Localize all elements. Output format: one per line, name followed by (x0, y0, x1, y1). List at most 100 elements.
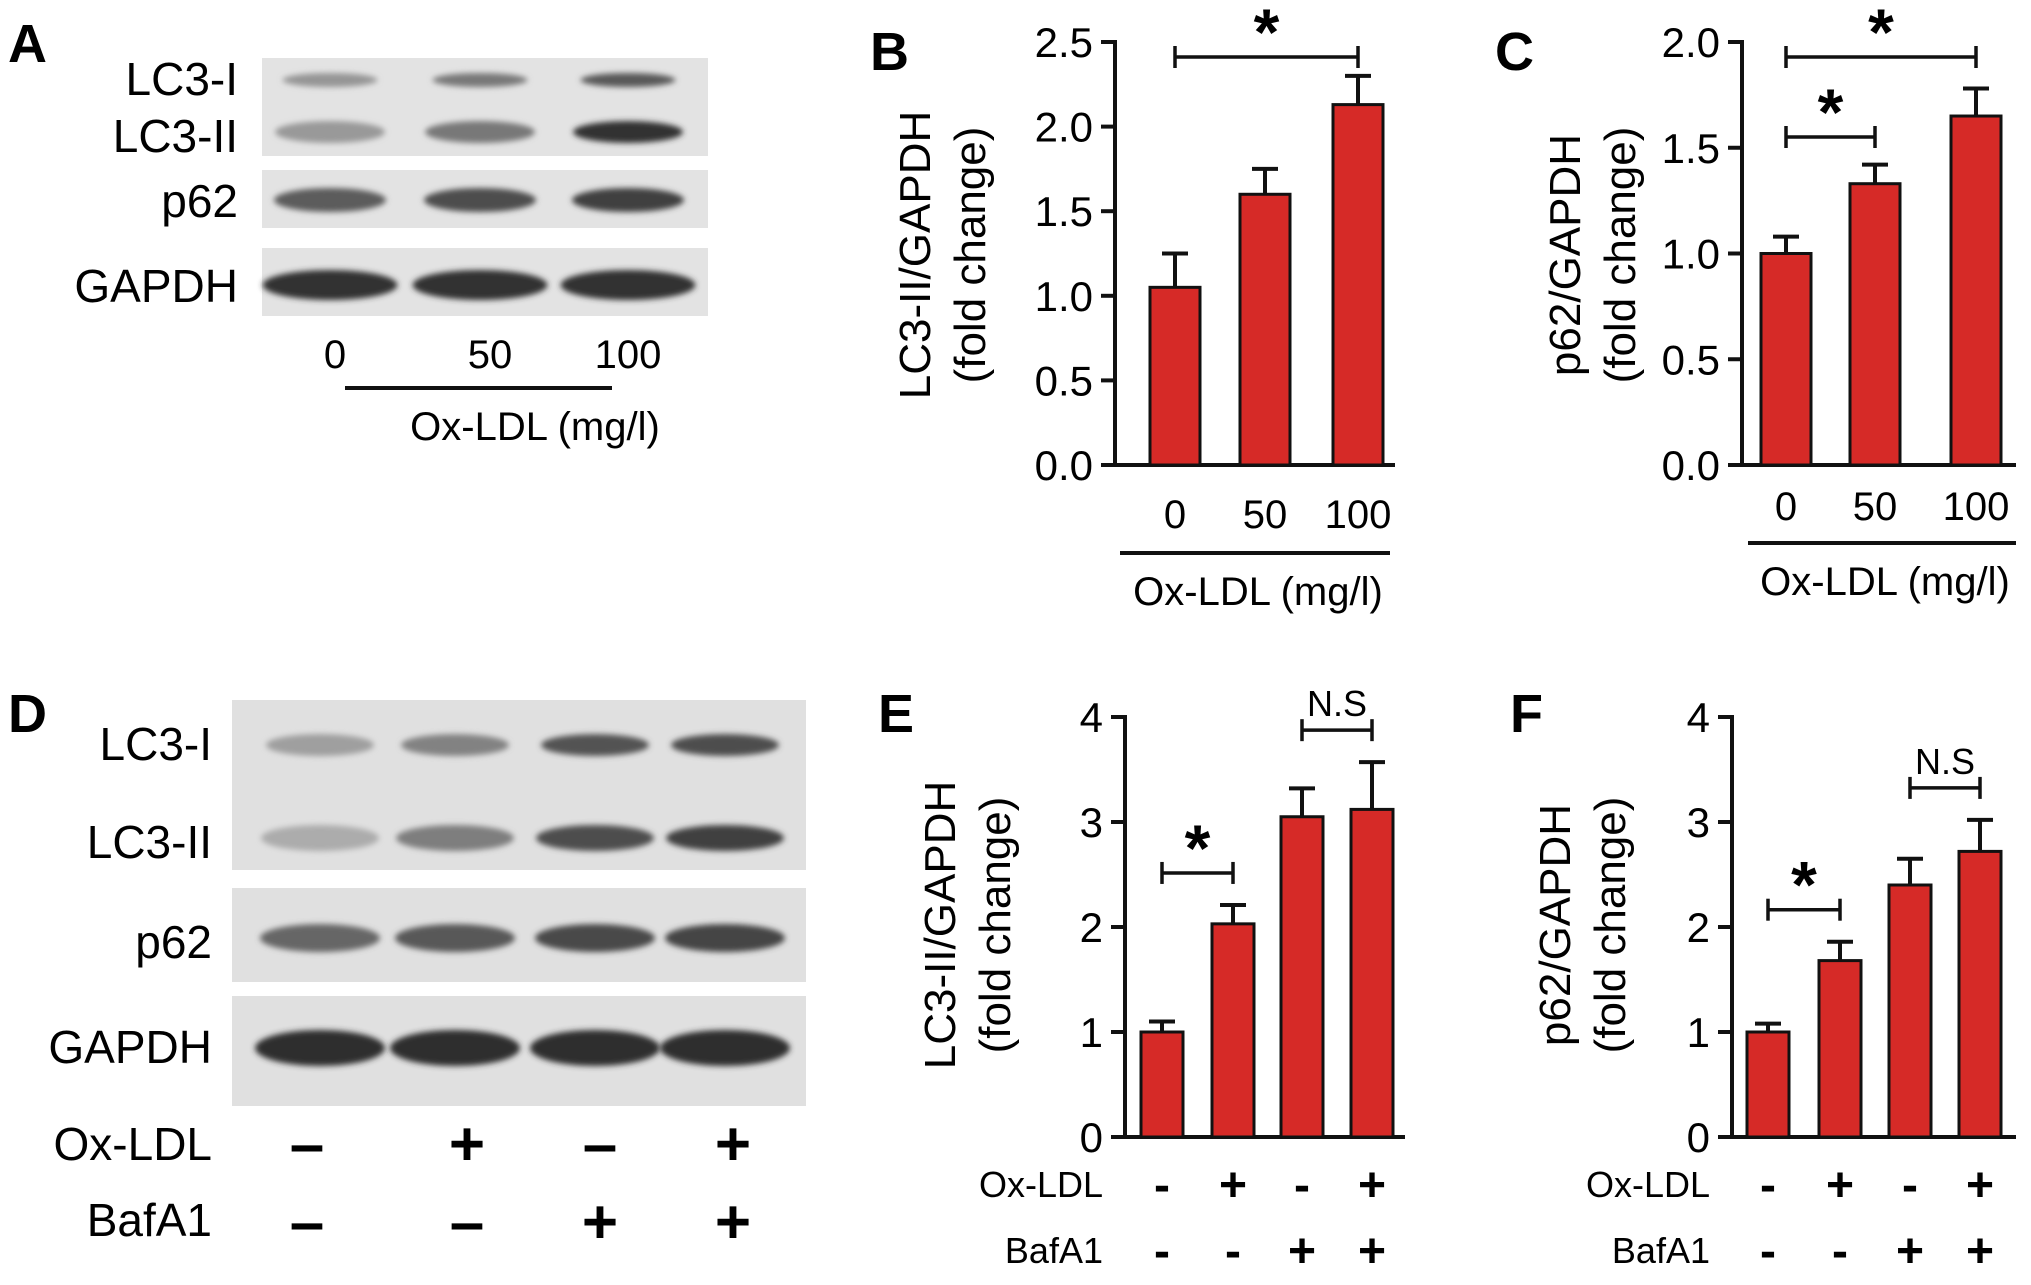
y-tick-label: 1.5 (1035, 188, 1093, 235)
x-tick-label: 100 (1943, 485, 2010, 529)
y-tick-label: 1 (1687, 1009, 1710, 1056)
bar (1817, 959, 1863, 1139)
significance-star: * (1818, 75, 1844, 149)
blot-band (541, 734, 649, 756)
treatment-sign: + (1966, 1159, 1994, 1212)
x-axis-label: Ox-LDL (mg/l) (1760, 560, 2010, 604)
y-tick-label: 2.0 (1035, 104, 1093, 151)
blot-band (260, 924, 380, 952)
blot-band (666, 825, 784, 851)
x-tick-label: 0 (1164, 493, 1186, 537)
treatment-sign: – (583, 1110, 617, 1179)
treatment-sign: + (582, 1188, 618, 1257)
y-tick-label: 2.5 (1035, 19, 1093, 66)
x-tick-label: 50 (1243, 493, 1288, 537)
y-tick-label: 2 (1687, 904, 1710, 951)
blot-band (395, 924, 515, 952)
y-tick-label: 1.0 (1662, 231, 1720, 278)
lane-label: 100 (595, 333, 662, 377)
significance-star: * (1254, 0, 1280, 69)
y-tick-label: 3 (1687, 799, 1710, 846)
blot-band (560, 270, 696, 300)
bar (1745, 1030, 1791, 1139)
blot-band (401, 734, 509, 756)
band-label: LC3-I (100, 718, 212, 770)
blot-band (572, 188, 684, 212)
bar (1759, 252, 1813, 467)
blot-band (261, 825, 379, 851)
bar (1279, 815, 1325, 1139)
y-tick-label: 0 (1080, 1114, 1103, 1161)
treatment-sign: - (1154, 1225, 1170, 1278)
bar (1148, 285, 1202, 467)
x-tick-label: 0 (1775, 485, 1797, 529)
row-label-bafa1: BafA1 (1612, 1230, 1710, 1271)
bar (1949, 114, 2003, 467)
lane-label: 0 (324, 333, 346, 377)
treatment-sign: - (1154, 1159, 1170, 1212)
panel-letter: E (878, 684, 914, 744)
treatment-sign: - (1225, 1225, 1241, 1278)
row-label-ox-ldl: Ox-LDL (979, 1164, 1103, 1205)
treatment-sign: – (450, 1188, 484, 1257)
lane-label: 50 (468, 333, 513, 377)
y-axis-label: p62/GAPDH (1531, 804, 1580, 1046)
blot-band (535, 924, 655, 952)
panel-letter: F (1510, 684, 1543, 744)
y-tick-label: 0.5 (1035, 357, 1093, 404)
bar (1848, 182, 1902, 467)
panel-letter-a: A (8, 14, 47, 74)
bar (1887, 883, 1933, 1139)
y-axis-label: LC3-II/GAPDH (916, 781, 965, 1070)
band-label: p62 (135, 916, 212, 968)
treatment-sign: + (1896, 1225, 1924, 1278)
y-tick-label: 0.0 (1662, 442, 1720, 489)
panel-letter: C (1495, 22, 1534, 82)
chart-b: B LC3-II/GAPDH (fold change) 0.0 0.5 1.0 1.5 2.… (870, 0, 1395, 614)
treatment-sign: + (449, 1110, 485, 1179)
row-label-bafa1: BafA1 (87, 1194, 212, 1246)
blot-band (432, 73, 528, 87)
treatment-sign: + (1288, 1225, 1316, 1278)
treatment-sign: + (1358, 1159, 1386, 1212)
treatment-sign: - (1760, 1225, 1776, 1278)
blot-band (275, 121, 385, 143)
row-label-bafa1: BafA1 (1005, 1230, 1103, 1271)
y-tick-label: 1.5 (1662, 125, 1720, 172)
x-tick-label: 100 (1325, 493, 1392, 537)
bar (1349, 807, 1395, 1139)
blot-band (665, 924, 785, 952)
y-axis-label-unit: (fold change) (946, 127, 995, 384)
y-tick-label: 3 (1080, 799, 1103, 846)
treatment-sign: + (1358, 1225, 1386, 1278)
y-tick-label: 4 (1687, 694, 1710, 741)
significance-label: N.S (1307, 683, 1367, 724)
significance-star: * (1868, 0, 1894, 69)
bar (1139, 1030, 1185, 1139)
band-label: GAPDH (74, 260, 238, 312)
significance-star: * (1185, 811, 1211, 885)
y-tick-label: 0.5 (1662, 336, 1720, 383)
row-label-ox-ldl: Ox-LDL (54, 1118, 212, 1170)
blot-band (396, 825, 514, 851)
blot-band (573, 121, 683, 143)
y-tick-label: 0.0 (1035, 442, 1093, 489)
blot-band (671, 734, 779, 756)
treatment-sign: – (290, 1110, 324, 1179)
blot-band (412, 270, 548, 300)
treatment-sign: + (715, 1110, 751, 1179)
blot-band (660, 1030, 790, 1066)
treatment-sign: + (1826, 1159, 1854, 1212)
band-label: p62 (161, 175, 238, 227)
bar (1210, 922, 1256, 1139)
band-label: GAPDH (48, 1021, 212, 1073)
y-tick-label: 1 (1080, 1009, 1103, 1056)
x-axis-label: Ox-LDL (mg/l) (1133, 570, 1383, 614)
blot-band (282, 73, 378, 87)
blot-band (266, 734, 374, 756)
blot-band (530, 1030, 660, 1066)
